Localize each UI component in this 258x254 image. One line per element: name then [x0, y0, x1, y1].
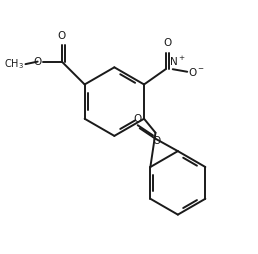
Text: O: O	[58, 30, 66, 41]
Text: N$^+$: N$^+$	[169, 55, 185, 68]
Text: O: O	[163, 38, 171, 48]
Text: O: O	[33, 57, 42, 67]
Text: CH$_3$: CH$_3$	[4, 57, 24, 71]
Text: O: O	[153, 136, 161, 146]
Text: O$^-$: O$^-$	[189, 66, 205, 78]
Text: O: O	[134, 114, 142, 124]
